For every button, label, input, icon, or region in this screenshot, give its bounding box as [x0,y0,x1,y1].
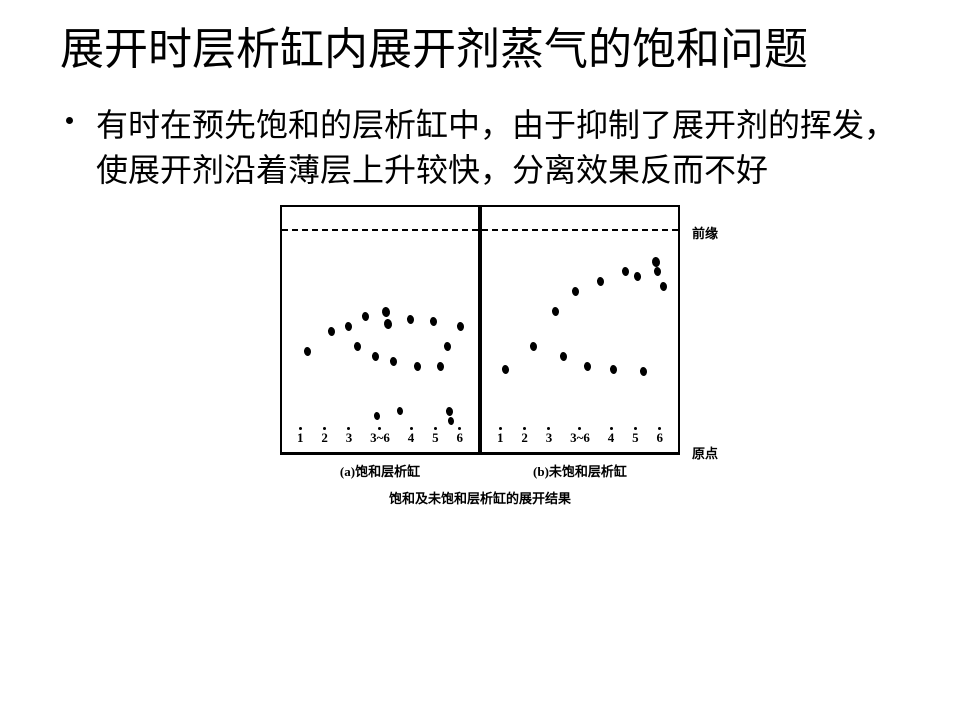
tlc-spot [621,267,629,277]
label-front: 前缘 [692,223,718,242]
origin-point: 2 [321,427,328,444]
tlc-spot [529,342,537,352]
tlc-spot [413,362,421,372]
origin-point: 4 [408,427,415,444]
tlc-spot [659,282,667,292]
tlc-spot [436,362,444,372]
tlc-spot [571,287,579,297]
origin-point: 1 [497,427,504,444]
origin-point: 5 [632,427,639,444]
origin-point: 6 [657,427,664,444]
tlc-spot [653,267,661,277]
tlc-spot [456,322,464,332]
tlc-spot [406,315,414,325]
panel-a: 12 3 3~6 45 6 [280,205,480,455]
tlc-spot [429,317,437,327]
origin-point: 2 [521,427,528,444]
tlc-spot [396,407,403,416]
panel-b-caption: (b)未饱和层析缸 [533,461,627,480]
tlc-figure: 1233~6456 (a)饱和层析缸 1233~6456 (b)未饱和层析缸 前… [280,205,680,507]
tlc-spot [559,352,567,362]
origin-point: 3~6 [370,427,390,444]
origin-point: 3~6 [570,427,590,444]
panel-b-group: 1233~6456 (b)未饱和层析缸 前缘 原点 [480,205,680,480]
tlc-spot [447,417,454,426]
tlc-spot [551,307,559,317]
page-title: 展开时层析缸内展开剂蒸气的饱和问题 [60,20,900,79]
label-origin: 原点 [692,443,718,462]
figure-caption: 饱和及未饱和层析缸的展开结果 [280,488,680,507]
tlc-spot [303,347,311,357]
tlc-spot [639,367,647,377]
tlc-spot [344,322,352,332]
panel-b: 12 3 3~6 45 6 [480,205,680,455]
tlc-spot [371,352,379,362]
tlc-spot [583,362,591,372]
tlc-spot [596,277,604,287]
body-text: 有时在预先饱和的层析缸中，由于抑制了展开剂的挥发，使展开剂沿着薄层上升较快，分离… [96,107,896,188]
panel-a-group: 12 3 3~6 45 6 (a)饱和层析缸 [280,205,480,480]
tlc-spot [381,306,390,317]
tlc-spot [361,312,369,322]
figure-container: 1233~6456 (a)饱和层析缸 1233~6456 (b)未饱和层析缸 前… [60,205,900,507]
origin-point: 4 [608,427,615,444]
tlc-spot [373,412,380,421]
solvent-front-b [482,229,678,231]
origin-point: 1 [297,427,304,444]
tlc-spot [501,365,509,375]
tlc-spot [383,318,392,329]
bullet-icon [66,117,73,124]
panel-a-caption: (a)饱和层析缸 [340,461,420,480]
tlc-spot [609,365,617,375]
tlc-spot [327,327,335,337]
origin-point: 3 [346,427,353,444]
tlc-spot [651,256,660,267]
origin-point: 3 [546,427,553,444]
tlc-spot [389,357,397,367]
origin-point: 6 [457,427,464,444]
baseline-a: 12 3 3~6 45 6 [282,427,478,444]
tlc-spot [353,342,361,352]
tlc-spot [445,407,453,417]
origin-point: 5 [432,427,439,444]
solvent-front-a [282,229,478,231]
baseline-b: 12 3 3~6 45 6 [482,427,678,444]
tlc-spot [633,272,641,282]
body-paragraph: 有时在预先饱和的层析缸中，由于抑制了展开剂的挥发，使展开剂沿着薄层上升较快，分离… [60,103,900,193]
tlc-spot [443,342,451,352]
